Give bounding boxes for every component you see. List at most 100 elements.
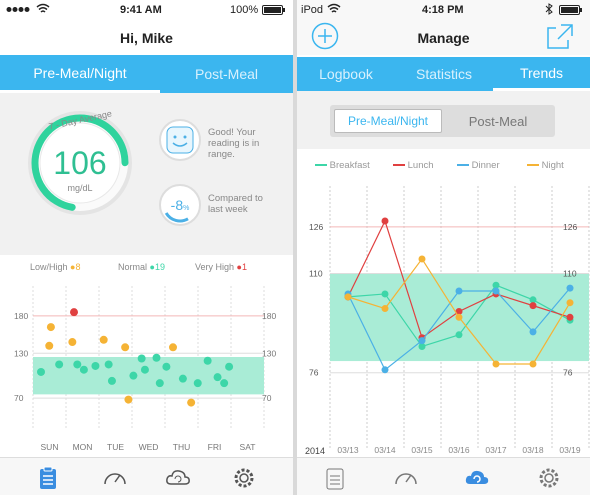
bluetooth-icon [545, 3, 553, 15]
bottom-tab-bar [297, 457, 590, 495]
battery-percent: 100% [230, 4, 259, 16]
series-point-dinner [529, 328, 537, 336]
x-tick-label: WED [139, 442, 159, 452]
average-value: 106 [53, 145, 107, 181]
series-point-lunch [381, 217, 389, 225]
series-point-dinner [418, 337, 426, 345]
segment-pre-meal-night[interactable]: Pre-Meal/Night [334, 109, 442, 133]
series-point-breakfast [529, 296, 537, 304]
data-point [124, 395, 133, 404]
series-point-breakfast [455, 331, 463, 339]
status-time: 9:41 AM [120, 4, 162, 16]
data-point [220, 379, 229, 388]
logbook-icon[interactable] [325, 466, 345, 490]
series-point-night [381, 305, 389, 313]
x-tick-label: 03/17 [485, 445, 507, 455]
cloud-sync-icon[interactable] [164, 466, 192, 490]
bottom-tab-bar [0, 457, 293, 495]
x-tick-label: FRI [208, 442, 222, 452]
signal-icon [6, 7, 30, 12]
legend-lunch: Lunch [393, 160, 434, 171]
summary-panel: 7 - Day Average 106 mg/dL Good! Your rea… [0, 93, 293, 255]
trend-line-chart: 03/13 03/14 03/15 03/16 03/17 03/18 03/19 76 76 1… [309, 186, 590, 455]
tab-logbook[interactable]: Logbook [319, 66, 373, 82]
series-point-lunch [529, 302, 537, 310]
series-point-night [492, 360, 500, 368]
series-point-night [344, 293, 352, 301]
status-bar: 9:41 AM 100% [0, 0, 293, 20]
series-point-lunch [455, 307, 463, 315]
range-message: Good! Your reading is in range. [208, 127, 260, 160]
x-tick-label: SAT [240, 442, 256, 452]
y-tick-label-right: 130 [262, 348, 276, 358]
y-tick-label-right: 110 [563, 269, 577, 279]
y-tick-label-left: 70 [14, 393, 24, 403]
legend-low-high: Low/High ●8 [30, 262, 81, 272]
y-tick-label-right: 126 [563, 222, 577, 232]
data-point [45, 341, 54, 350]
scatter-legend: Low/High ●8 Normal ●19 Very High ●1 [0, 262, 293, 274]
series-point-dinner [381, 366, 389, 374]
series-point-night [529, 360, 537, 368]
data-point [152, 353, 161, 362]
status-time: 4:18 PM [422, 4, 464, 16]
series-point-dinner [492, 287, 500, 295]
data-point [140, 365, 149, 374]
settings-gear-icon[interactable] [537, 466, 561, 490]
legend-very-high: Very High ●1 [195, 262, 247, 272]
share-icon[interactable] [545, 22, 575, 50]
compare-value: -8% [170, 197, 190, 213]
y-tick-label-right: 76 [563, 368, 573, 378]
x-tick-label: TUE [107, 442, 124, 452]
x-tick-label: 03/15 [411, 445, 433, 455]
data-point [73, 360, 82, 369]
manage-screen: iPod 4:18 PM Manage Logbook Statistics T… [297, 0, 590, 495]
y-tick-label-left: 130 [14, 348, 28, 358]
data-point [169, 343, 177, 352]
data-point [107, 376, 116, 385]
x-tick-label: SUN [41, 442, 59, 452]
segment-panel: Pre-Meal/Night Post-Meal [297, 91, 590, 149]
series-point-night [566, 299, 574, 307]
data-point [162, 362, 171, 371]
logbook-icon[interactable] [38, 466, 58, 490]
speedometer-icon[interactable] [393, 466, 419, 490]
data-point [187, 398, 196, 407]
manage-tab-bar: Logbook Statistics Trends [297, 57, 590, 91]
battery-icon [559, 5, 582, 15]
data-point [70, 308, 78, 317]
y-tick-label-right: 180 [262, 311, 276, 321]
battery-icon [262, 5, 285, 15]
y-tick-label-left: 76 [309, 368, 319, 378]
settings-gear-icon[interactable] [232, 466, 256, 490]
data-point [104, 360, 113, 369]
add-icon[interactable] [311, 22, 339, 50]
x-tick-label: MON [73, 442, 93, 452]
tab-trends[interactable]: Trends [493, 57, 590, 91]
speedometer-icon[interactable] [102, 466, 128, 490]
data-point [68, 338, 77, 347]
data-point [225, 362, 234, 371]
y-tick-label-left: 126 [309, 222, 323, 232]
carrier-label: iPod [301, 4, 324, 16]
cloud-sync-icon[interactable] [463, 466, 491, 490]
data-point [137, 354, 146, 363]
nav-bar [297, 0, 590, 55]
tab-pre-meal-night[interactable]: Pre-Meal/Night [0, 55, 160, 93]
line-legend: Breakfast Lunch Dinner Night [297, 160, 590, 172]
series-point-night [455, 313, 463, 321]
series-point-breakfast [492, 281, 500, 289]
series-point-dinner [566, 284, 574, 292]
data-point [55, 360, 64, 369]
data-point [178, 374, 187, 383]
y-tick-label-left: 180 [14, 311, 28, 321]
tab-post-meal[interactable]: Post-Meal [194, 66, 259, 82]
data-point [91, 361, 100, 370]
series-point-dinner [455, 287, 463, 295]
data-point [129, 371, 138, 380]
tab-statistics[interactable]: Statistics [415, 66, 472, 82]
data-point [213, 373, 222, 382]
page-title: Hi, Mike [120, 30, 173, 46]
segment-post-meal[interactable]: Post-Meal [468, 113, 528, 129]
series-point-night [418, 255, 426, 263]
